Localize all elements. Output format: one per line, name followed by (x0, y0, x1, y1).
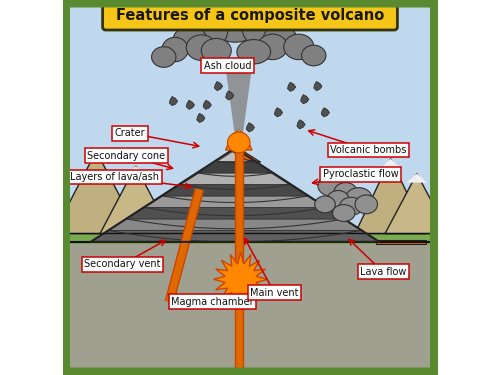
Ellipse shape (314, 196, 336, 213)
Ellipse shape (346, 188, 372, 209)
Polygon shape (214, 81, 222, 91)
Polygon shape (228, 149, 260, 162)
Polygon shape (226, 129, 252, 150)
Ellipse shape (332, 205, 355, 221)
Ellipse shape (210, 7, 260, 42)
Ellipse shape (334, 183, 357, 201)
Text: Layers of lava/ash: Layers of lava/ash (70, 172, 160, 182)
Text: Crater: Crater (114, 128, 146, 138)
Polygon shape (62, 242, 438, 375)
Polygon shape (100, 166, 171, 234)
Text: Features of a composite volcano: Features of a composite volcano (116, 8, 384, 23)
Ellipse shape (218, 0, 252, 22)
Polygon shape (181, 173, 289, 184)
Polygon shape (274, 108, 282, 117)
Polygon shape (124, 166, 147, 176)
Polygon shape (314, 81, 322, 91)
Ellipse shape (162, 38, 188, 62)
Polygon shape (199, 162, 271, 173)
Ellipse shape (242, 14, 280, 46)
Polygon shape (224, 60, 253, 131)
Text: Ash cloud: Ash cloud (204, 61, 252, 70)
Polygon shape (217, 150, 253, 162)
Polygon shape (297, 120, 305, 129)
Ellipse shape (228, 132, 250, 153)
Text: Magma chamber: Magma chamber (171, 297, 254, 307)
Polygon shape (406, 174, 427, 183)
Text: Volcanic bombs: Volcanic bombs (330, 145, 406, 155)
Polygon shape (126, 207, 344, 219)
FancyBboxPatch shape (102, 2, 398, 30)
Polygon shape (355, 159, 426, 234)
Polygon shape (62, 0, 438, 242)
Ellipse shape (284, 34, 314, 60)
Ellipse shape (302, 45, 326, 66)
Polygon shape (226, 91, 234, 100)
Polygon shape (214, 252, 268, 306)
Ellipse shape (173, 26, 207, 54)
Polygon shape (203, 100, 211, 109)
Polygon shape (145, 196, 325, 207)
Polygon shape (53, 151, 140, 234)
Polygon shape (246, 123, 254, 132)
Ellipse shape (152, 47, 176, 68)
Polygon shape (90, 230, 380, 242)
Text: Main vent: Main vent (250, 288, 298, 297)
Polygon shape (300, 94, 309, 104)
Ellipse shape (318, 176, 344, 196)
Text: Lava flow: Lava flow (360, 267, 406, 277)
Polygon shape (379, 159, 402, 170)
Bar (234, 146, 243, 375)
Ellipse shape (201, 39, 231, 63)
Text: Secondary cone: Secondary cone (87, 151, 166, 160)
Text: Secondary vent: Secondary vent (84, 260, 161, 269)
Ellipse shape (355, 195, 378, 214)
Polygon shape (322, 108, 330, 117)
Polygon shape (108, 219, 362, 230)
Polygon shape (163, 184, 307, 196)
Ellipse shape (258, 34, 288, 60)
Polygon shape (197, 113, 205, 123)
Polygon shape (186, 100, 194, 109)
Polygon shape (385, 174, 449, 234)
Polygon shape (62, 232, 438, 244)
Ellipse shape (186, 35, 216, 60)
Ellipse shape (327, 190, 349, 208)
Polygon shape (376, 240, 426, 244)
Text: Pyroclastic flow: Pyroclastic flow (323, 170, 398, 179)
Ellipse shape (237, 40, 270, 64)
Ellipse shape (237, 0, 270, 27)
Polygon shape (288, 82, 296, 92)
Ellipse shape (263, 26, 297, 54)
Ellipse shape (340, 197, 363, 215)
Ellipse shape (205, 1, 242, 29)
Ellipse shape (190, 16, 228, 48)
Polygon shape (82, 151, 110, 164)
Polygon shape (170, 96, 177, 106)
